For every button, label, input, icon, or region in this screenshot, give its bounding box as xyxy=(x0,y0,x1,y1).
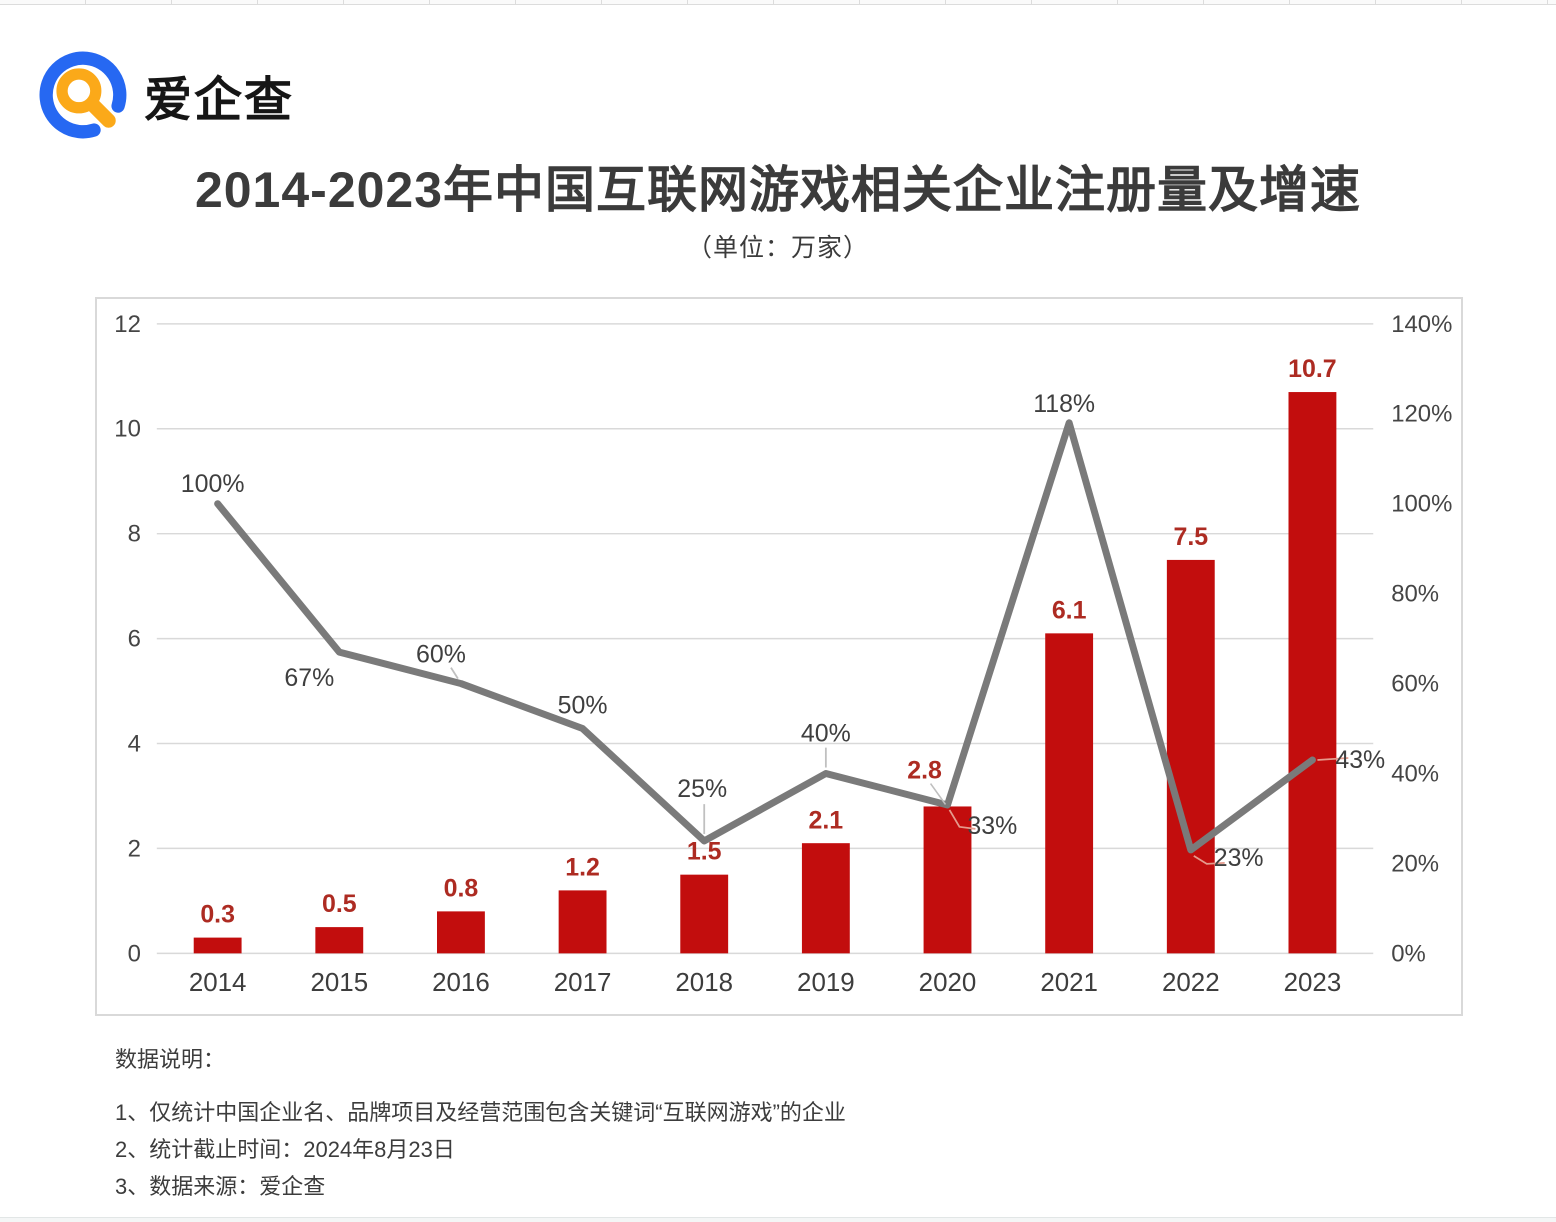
right-axis-tick-label: 0% xyxy=(1391,940,1426,967)
bar-2016 xyxy=(437,911,485,954)
bar-2019 xyxy=(801,843,850,954)
window-top-edge xyxy=(0,0,1556,5)
label-leader-line xyxy=(1317,757,1349,761)
x-axis-label: 2022 xyxy=(1162,969,1220,997)
right-axis-tick-label: 120% xyxy=(1391,401,1452,428)
bar-2022 xyxy=(1166,559,1215,954)
bar-2015 xyxy=(315,927,364,954)
left-axis-tick-label: 6 xyxy=(128,626,141,653)
growth-value-label: 43% xyxy=(1335,746,1385,774)
label-leader-line xyxy=(929,783,947,805)
bar-value-label: 6.1 xyxy=(1052,596,1087,624)
data-notes: 数据说明： 1、仅统计中国企业名、品牌项目及经营范围包含关键词“互联网游戏”的企… xyxy=(115,1042,846,1213)
right-axis-tick-label: 80% xyxy=(1391,581,1439,608)
bar-2014 xyxy=(193,937,242,954)
bar-value-label: 2.8 xyxy=(907,757,942,785)
growth-value-label: 60% xyxy=(416,641,466,669)
bar-value-label: 0.8 xyxy=(444,874,479,902)
x-axis-label: 2016 xyxy=(432,969,490,997)
bar-value-label: 2.1 xyxy=(809,806,844,834)
left-axis-tick-label: 8 xyxy=(128,521,141,548)
right-axis-tick-label: 140% xyxy=(1391,311,1452,338)
bar-2020 xyxy=(923,806,972,954)
note-item: 3、数据来源：爱企查 xyxy=(115,1174,326,1199)
bar-value-label: 0.3 xyxy=(200,901,235,929)
growth-value-label: 118% xyxy=(1033,390,1095,418)
growth-value-label: 100% xyxy=(181,470,245,498)
right-axis-tick-label: 100% xyxy=(1391,491,1452,518)
label-leader-line xyxy=(1193,855,1225,865)
growth-value-label: 25% xyxy=(677,775,727,803)
bar-2018 xyxy=(680,874,729,954)
growth-value-label: 23% xyxy=(1214,844,1264,872)
left-axis-tick-label: 10 xyxy=(114,416,141,443)
chart-container: 0 2 4 6 8 10 12 0% 20% 40% 60% 80% 100% 120% 140% 2014 2… xyxy=(95,297,1463,1016)
left-axis-tick-label: 2 xyxy=(128,835,141,862)
label-leader-line xyxy=(948,809,976,830)
notes-heading: 数据说明： xyxy=(115,1047,226,1072)
right-axis-tick-label: 60% xyxy=(1391,671,1439,698)
x-axis-label: 2023 xyxy=(1284,969,1342,997)
x-axis-label: 2018 xyxy=(675,969,733,997)
bar-value-label: 7.5 xyxy=(1173,523,1208,551)
bar-value-label: 1.5 xyxy=(687,838,722,866)
x-axis-label: 2015 xyxy=(310,969,368,997)
right-axis-tick-label: 40% xyxy=(1391,760,1439,787)
page-title: 2014-2023年中国互联网游戏相关企业注册量及增速 xyxy=(194,162,1362,218)
left-axis-tick-label: 0 xyxy=(128,940,141,967)
bar-value-label: 1.2 xyxy=(565,854,600,882)
left-axis-tick-label: 4 xyxy=(128,730,141,757)
x-axis-label: 2014 xyxy=(189,969,247,997)
bar-value-label: 10.7 xyxy=(1288,355,1336,383)
brand-logo-text: 爱企查 xyxy=(144,74,295,127)
growth-line xyxy=(214,419,1316,854)
note-item: 2、统计截止时间：2024年8月23日 xyxy=(115,1137,455,1162)
bar-2017 xyxy=(558,890,607,954)
right-axis-tick-label: 20% xyxy=(1391,850,1439,877)
x-axis-label: 2017 xyxy=(554,969,612,997)
growth-value-label: 67% xyxy=(284,664,334,692)
bar-2023 xyxy=(1288,392,1337,954)
growth-value-label: 50% xyxy=(558,692,608,720)
window-bottom-edge xyxy=(0,1217,1556,1222)
left-axis-tick-label: 12 xyxy=(114,311,141,338)
x-axis-label: 2020 xyxy=(919,969,977,997)
growth-value-label: 33% xyxy=(967,812,1017,840)
x-axis-label: 2021 xyxy=(1040,969,1098,997)
brand-logo: 爱企查 xyxy=(38,50,294,140)
aiqicha-logo-icon xyxy=(39,51,127,139)
bar-2021 xyxy=(1045,633,1094,954)
bar-value-label: 0.5 xyxy=(322,890,357,918)
growth-value-label: 40% xyxy=(801,720,851,748)
label-leader-line xyxy=(450,667,459,680)
x-axis-label: 2019 xyxy=(797,969,855,997)
note-item: 1、仅统计中国企业名、品牌项目及经营范围包含关键词“互联网游戏”的企业 xyxy=(115,1100,846,1125)
page-subtitle: （单位：万家） xyxy=(686,234,869,262)
